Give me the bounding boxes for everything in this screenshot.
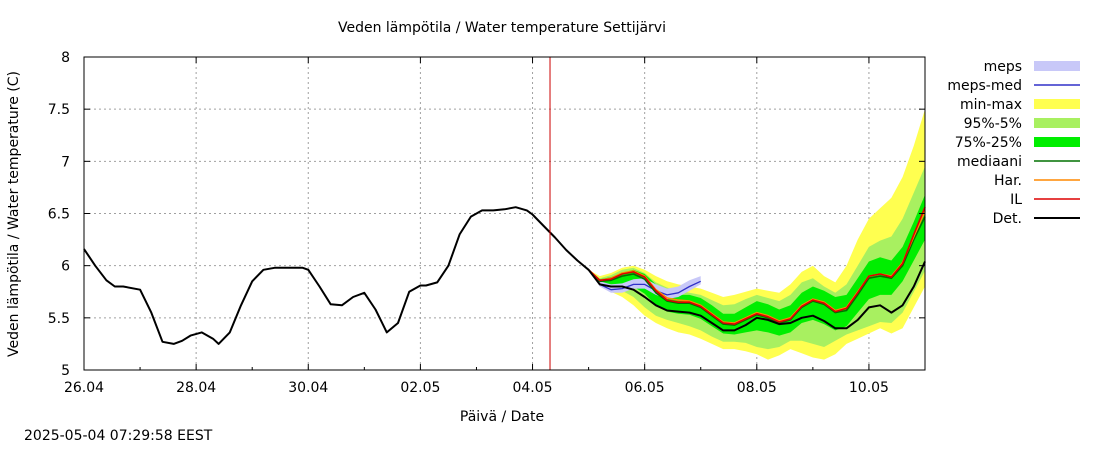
chart-title: Veden lämpötila / Water temperature Sett…: [338, 20, 666, 36]
legend-label: meps: [984, 59, 1022, 75]
x-tick-label: 30.04: [288, 380, 328, 396]
x-axis-label: Päivä / Date: [460, 409, 544, 425]
legend-swatch-p75_25: [1034, 137, 1080, 147]
y-tick-label: 7.5: [48, 102, 70, 118]
forecast-bands: [588, 109, 925, 360]
legend-swatch-minmax: [1034, 99, 1080, 109]
legend-label: 75%-25%: [955, 135, 1022, 151]
legend-swatch-meps: [1034, 61, 1080, 71]
x-axis-ticks: 26.04 28.04 30.04 02.05 04.05 06.05 08.05 10.05: [64, 57, 889, 396]
legend-label: Har.: [994, 173, 1022, 189]
x-tick-label: 08.05: [737, 380, 777, 396]
legend-label: min-max: [960, 97, 1022, 113]
legend-label: mediaani: [957, 154, 1022, 170]
y-tick-label: 8: [61, 50, 70, 66]
y-tick-label: 7: [61, 154, 70, 170]
legend-label: meps-med: [947, 78, 1022, 94]
y-tick-label: 5.5: [48, 311, 70, 327]
meps-med-line: [588, 269, 701, 296]
x-tick-label: 26.04: [64, 380, 104, 396]
x-tick-label: 10.05: [849, 380, 889, 396]
legend-label: Det.: [993, 211, 1022, 227]
legend-swatch-p95_5: [1034, 118, 1080, 128]
det-line: [83, 206, 926, 345]
grid-lines: [84, 57, 925, 370]
mediaani-line: [588, 216, 926, 326]
y-axis-ticks: 5 5.5 6 6.5 7 7.5 8: [48, 50, 925, 379]
series-lines: [83, 206, 926, 345]
y-tick-label: 6.5: [48, 207, 70, 223]
generated-timestamp: 2025-05-04 07:29:58 EEST: [24, 428, 213, 444]
y-tick-label: 5: [61, 363, 70, 379]
legend-label: IL: [1010, 192, 1022, 208]
legend-label: 95%-5%: [964, 116, 1022, 132]
legend: meps meps-med min-max 95%-5% 75%-25% mediaani…: [947, 59, 1080, 227]
x-tick-label: 04.05: [512, 380, 552, 396]
x-tick-label: 02.05: [400, 380, 440, 396]
y-axis-label: Veden lämpötila / Water temperature (C): [6, 71, 22, 357]
y-tick-label: 6: [61, 259, 70, 275]
x-tick-label: 28.04: [176, 380, 216, 396]
x-tick-label: 06.05: [625, 380, 665, 396]
il-line: [588, 206, 926, 325]
